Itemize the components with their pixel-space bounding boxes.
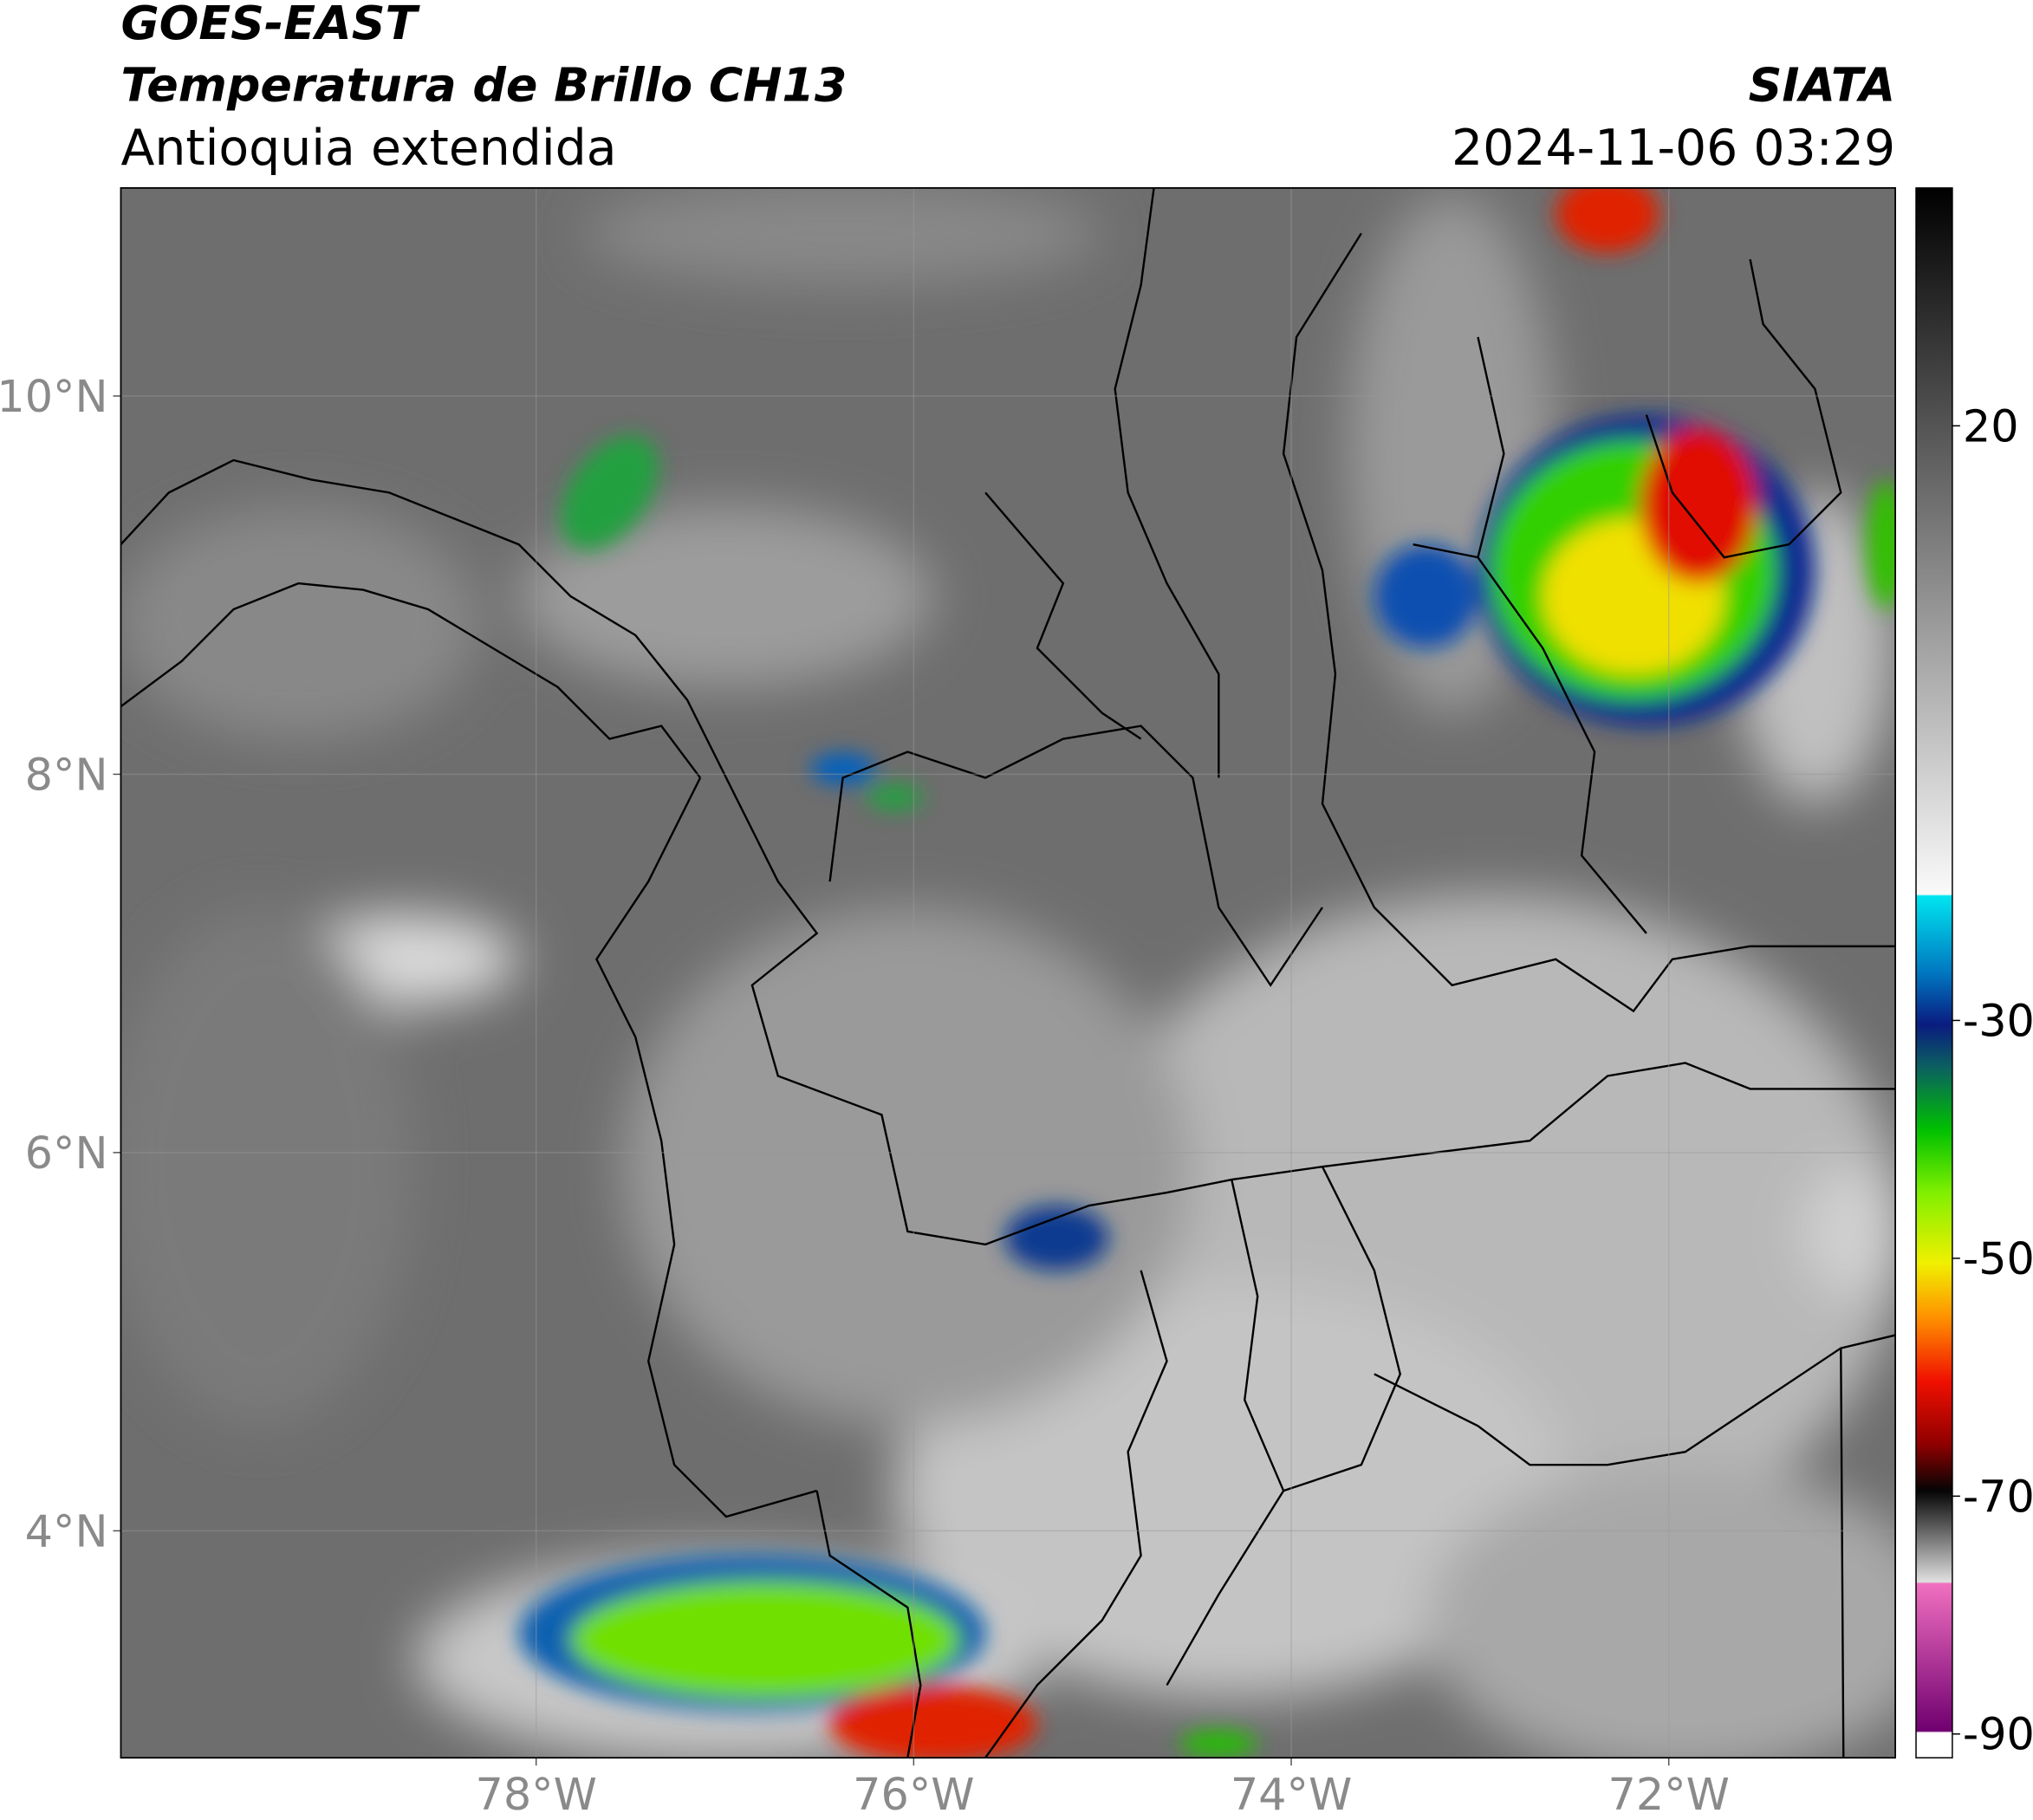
colorbar-tick-label: -30 <box>1963 995 2033 1046</box>
datetime-label: 2024-11-06 03:29 <box>1452 120 1895 177</box>
map-axes: 78°W 76°W 74°W 72°W 10°N 8°N 6°N 4°N <box>0 187 1896 1820</box>
x-tick-label: 78°W <box>475 1769 596 1820</box>
y-tick-label: 10°N <box>0 371 107 422</box>
satellite-title: GOES-EAST <box>120 0 420 50</box>
colorbar-tick-label: 20 <box>1963 400 2019 452</box>
region-subtitle: Antioquia extendida <box>120 120 616 177</box>
y-tick-label: 4°N <box>25 1505 108 1557</box>
colorbar-tick-label: -50 <box>1963 1233 2033 1284</box>
x-tick-label: 74°W <box>1231 1769 1352 1820</box>
convective-cells <box>518 187 1896 1758</box>
colorbar-tick-label: -90 <box>1963 1709 2033 1760</box>
y-tick-label: 8°N <box>25 749 108 800</box>
colorbar <box>1915 187 1953 1758</box>
x-tick-label: 72°W <box>1608 1769 1729 1820</box>
borders <box>120 187 1896 1758</box>
satellite-imagery <box>120 187 1896 1758</box>
colorbar-axis: 20 -30 -50 -70 -90 <box>1952 400 2033 1760</box>
colorbar-tick-label: -70 <box>1963 1471 2033 1522</box>
source-label: SIATA <box>1749 58 1896 113</box>
product-title: Temperatura de Brillo CH13 <box>120 58 847 113</box>
map-frame <box>120 186 1896 1759</box>
y-tick-label: 6°N <box>25 1128 108 1179</box>
x-tick-label: 76°W <box>853 1769 974 1820</box>
